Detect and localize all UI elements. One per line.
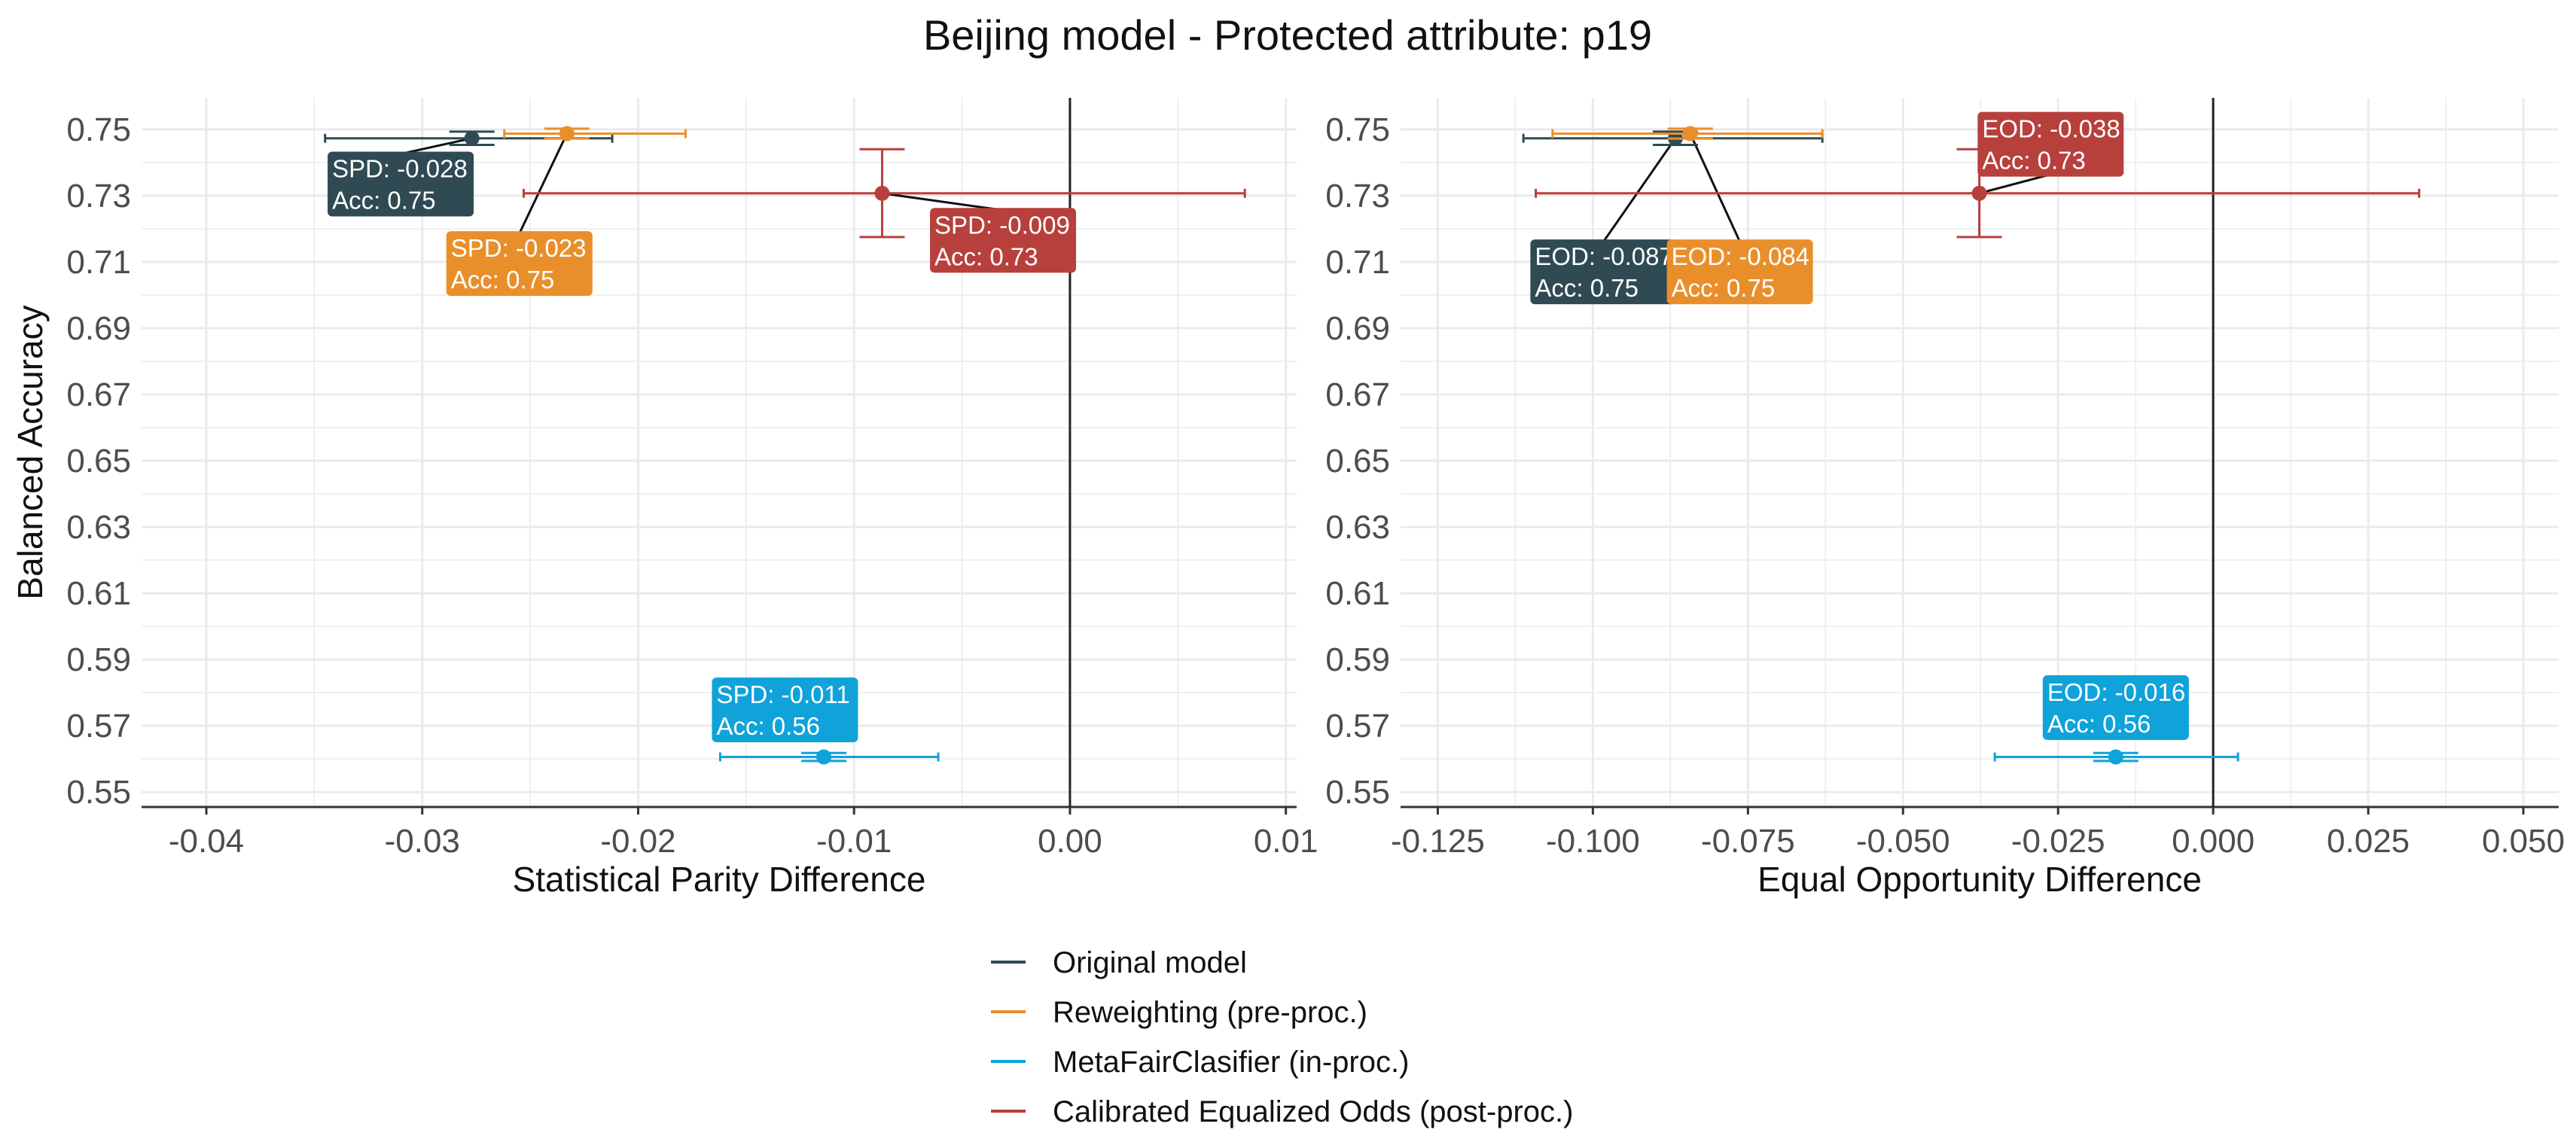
- value-label-text: EOD: -0.087: [1535, 242, 1672, 270]
- value-label-original: SPD: -0.028 Acc: 0.75: [328, 151, 474, 217]
- value-label-reweighting: SPD: -0.023 Acc: 0.75: [446, 231, 593, 297]
- panel-left: 0.55 0.57 0.59 0.61 0.63 0.65 0.67 0.69 0.71 0.73…: [11, 98, 1318, 899]
- x-tick-label: 0.000: [2172, 823, 2254, 860]
- value-label-box: [446, 231, 593, 297]
- y-tick-label: 0.69: [1325, 310, 1390, 347]
- label-connector-calibrated: [882, 192, 1004, 212]
- y-tick-label: 0.57: [1325, 708, 1390, 745]
- value-label-reweighting: EOD: -0.084 Acc: 0.75: [1666, 239, 1813, 305]
- value-label-text: EOD: -0.016: [2047, 678, 2185, 706]
- x-tick-label: -0.125: [1391, 823, 1485, 860]
- value-label-box: [328, 151, 474, 217]
- legend-item-original: Original model: [991, 946, 1247, 979]
- y-tick-label: 0.55: [66, 774, 131, 811]
- value-label-text: Acc: 0.75: [1672, 274, 1776, 302]
- label-connector-calibrated: [1979, 173, 2051, 195]
- y-tick-label: 0.75: [1325, 111, 1390, 148]
- y-tick-label: 0.73: [66, 178, 131, 215]
- value-label-text: SPD: -0.009: [934, 211, 1070, 239]
- y-tick-label: 0.67: [66, 376, 131, 413]
- value-label-text: Acc: 0.75: [1535, 274, 1639, 302]
- value-label-original: EOD: -0.087 Acc: 0.75: [1530, 239, 1677, 305]
- x-axis-label: Statistical Parity Difference: [513, 860, 926, 899]
- label-connector-original: [1602, 137, 1677, 242]
- value-label-box: [712, 678, 858, 743]
- data-point-metafair: [2108, 749, 2123, 765]
- y-tick-label: 0.65: [66, 443, 131, 480]
- value-label-text: Acc: 0.73: [1982, 147, 2086, 175]
- value-label-text: Acc: 0.56: [716, 712, 820, 740]
- legend-label: MetaFairClasifier (in-proc.): [1053, 1046, 1409, 1079]
- value-label-text: SPD: -0.028: [332, 154, 468, 182]
- value-label-box: [1977, 111, 2124, 177]
- value-label-calibrated: EOD: -0.038 Acc: 0.73: [1977, 111, 2124, 177]
- legend-label: Original model: [1053, 946, 1247, 979]
- legend-item-reweighting: Reweighting (pre-proc.): [991, 996, 1367, 1029]
- y-tick-label: 0.55: [1325, 774, 1390, 811]
- y-tick-label: 0.61: [66, 575, 131, 612]
- value-label-box: [2042, 674, 2189, 740]
- y-tick-label: 0.59: [66, 641, 131, 678]
- chart-title: Beijing model - Protected attribute: p19: [923, 11, 1652, 59]
- data-point-original: [464, 130, 480, 146]
- x-tick-label: -0.03: [385, 823, 460, 860]
- data-point-calibrated: [1971, 185, 1987, 201]
- y-tick-label: 0.65: [1325, 443, 1390, 480]
- value-label-box: [930, 208, 1077, 273]
- y-tick-label: 0.63: [66, 509, 131, 546]
- x-tick-label: 0.00: [1038, 823, 1102, 860]
- legend-item-calibrated: Calibrated Equalized Odds (post-proc.): [991, 1095, 1573, 1128]
- value-label-text: Acc: 0.56: [2047, 710, 2151, 738]
- legend-label: Reweighting (pre-proc.): [1053, 996, 1367, 1029]
- value-label-text: EOD: -0.084: [1672, 242, 1809, 270]
- data-point-reweighting: [559, 126, 575, 142]
- y-tick-label: 0.67: [1325, 376, 1390, 413]
- value-label-text: Acc: 0.75: [332, 186, 436, 214]
- y-tick-label: 0.63: [1325, 509, 1390, 546]
- y-tick-label: 0.71: [66, 244, 131, 281]
- legend-item-metafair: MetaFairClasifier (in-proc.): [991, 1046, 1409, 1079]
- value-label-text: SPD: -0.023: [451, 234, 587, 262]
- y-tick-label: 0.71: [1325, 244, 1390, 281]
- value-label-text: SPD: -0.011: [716, 681, 849, 708]
- value-label-text: EOD: -0.038: [1982, 115, 2120, 143]
- value-label-calibrated: SPD: -0.009 Acc: 0.73: [930, 208, 1077, 273]
- y-tick-label: 0.61: [1325, 575, 1390, 612]
- legend-label: Calibrated Equalized Odds (post-proc.): [1053, 1095, 1573, 1128]
- x-tick-label: 0.025: [2327, 823, 2410, 860]
- value-label-metafair: EOD: -0.016 Acc: 0.56: [2042, 674, 2189, 740]
- y-tick-label: 0.57: [66, 708, 131, 745]
- value-label-text: Acc: 0.73: [934, 242, 1038, 270]
- y-tick-label: 0.69: [66, 310, 131, 347]
- x-tick-label: -0.100: [1546, 823, 1640, 860]
- x-tick-label: -0.01: [816, 823, 892, 860]
- x-tick-label: 0.050: [2482, 823, 2565, 860]
- data-point-metafair: [816, 749, 832, 765]
- x-tick-label: -0.02: [600, 823, 675, 860]
- label-connector-original: [400, 137, 473, 155]
- x-tick-label: -0.050: [1856, 823, 1950, 860]
- label-connector-reweighting: [1689, 132, 1741, 242]
- value-label-box: [1530, 239, 1677, 305]
- y-tick-label: 0.59: [1325, 641, 1390, 678]
- x-axis-label: Equal Opportunity Difference: [1757, 860, 2202, 899]
- value-label-box: [1666, 239, 1813, 305]
- y-axis-label: Balanced Accuracy: [11, 305, 50, 599]
- value-label-metafair: SPD: -0.011 Acc: 0.56: [712, 678, 858, 743]
- legend: Original model Reweighting (pre-proc.) Met…: [991, 946, 1573, 1128]
- x-tick-label: -0.025: [2011, 823, 2105, 860]
- data-point-reweighting: [1682, 126, 1698, 142]
- label-connector-reweighting: [518, 132, 569, 234]
- x-tick-label: 0.01: [1254, 823, 1318, 860]
- x-tick-label: -0.075: [1701, 823, 1795, 860]
- panel-right: 0.55 0.57 0.59 0.61 0.63 0.65 0.67 0.69 0.71 0.73…: [1325, 98, 2565, 899]
- x-tick-label: -0.04: [169, 823, 244, 860]
- value-label-text: Acc: 0.75: [451, 266, 555, 294]
- y-tick-label: 0.75: [66, 111, 131, 148]
- data-point-calibrated: [874, 185, 890, 201]
- y-tick-label: 0.73: [1325, 178, 1390, 215]
